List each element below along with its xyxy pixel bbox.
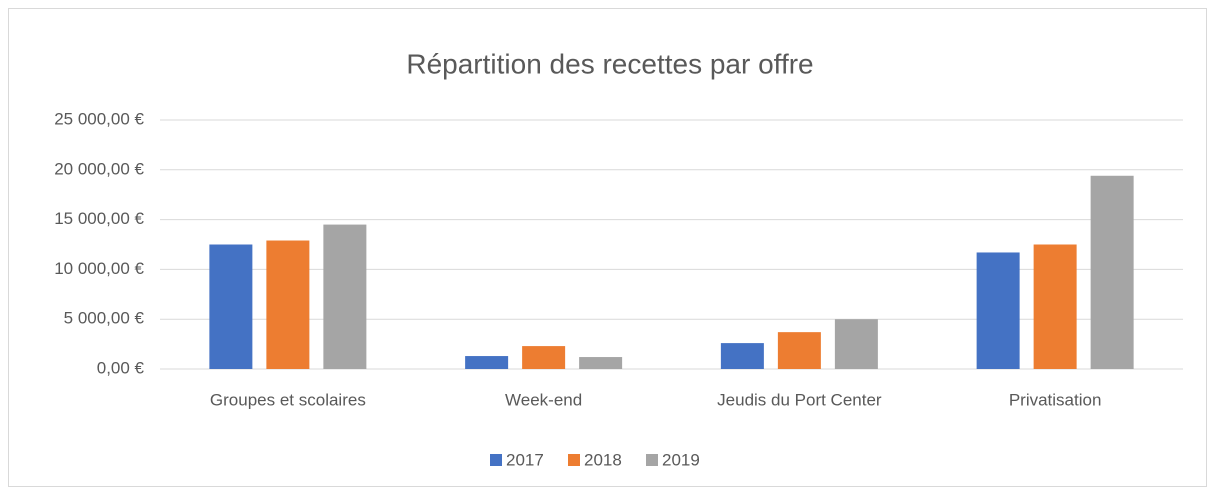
x-tick-label: Privatisation [1009,390,1102,409]
bar [720,343,764,369]
legend-swatch [490,454,502,466]
bar [1033,244,1077,369]
y-tick-label: 20 000,00 € [54,159,144,178]
y-tick-label: 10 000,00 € [54,259,144,278]
x-tick-label: Jeudis du Port Center [717,390,882,409]
y-tick-label: 15 000,00 € [54,209,144,228]
bar [465,356,509,369]
bar [209,244,253,369]
bar [579,357,623,369]
bar [266,240,310,369]
legend-swatch [568,454,580,466]
y-tick-label: 5 000,00 € [64,309,145,328]
legend-swatch [646,454,658,466]
y-tick-label: 0,00 € [97,358,145,377]
bar [777,332,821,369]
bar [976,252,1020,369]
chart-border [8,8,1207,487]
x-tick-label: Groupes et scolaires [210,390,366,409]
x-tick-label: Week-end [505,390,582,409]
y-tick-label: 25 000,00 € [54,109,144,128]
chart-title: Répartition des recettes par offre [406,48,813,79]
bar [522,346,566,369]
bar [323,224,367,369]
legend-label: 2019 [662,450,700,469]
bar [834,319,878,369]
legend-label: 2018 [584,450,622,469]
bar [1090,175,1134,369]
legend-label: 2017 [506,450,544,469]
